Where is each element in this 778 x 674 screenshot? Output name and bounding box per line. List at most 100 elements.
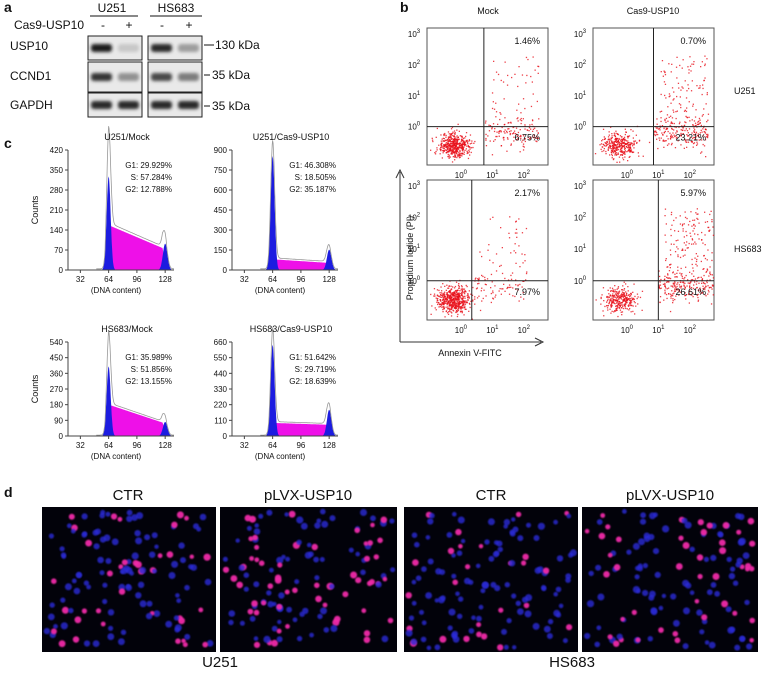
event-dot [680,144,682,146]
event-dot [633,283,635,285]
event-dot [662,139,665,141]
nucleus [135,537,143,545]
event-dot [618,144,621,146]
event-dot [496,135,498,138]
event-dot [611,135,613,137]
g1-peak [263,156,282,270]
event-dot [445,302,447,304]
event-dot [451,161,454,163]
event-dot [704,77,706,79]
event-dot [698,276,700,279]
event-dot [693,127,695,129]
event-dot [688,128,691,130]
event-dot [608,303,610,305]
nucleus [277,619,282,625]
event-dot [440,286,442,288]
event-dot [454,285,457,288]
event-dot [500,293,502,295]
event-dot [628,309,630,311]
event-dot [641,290,644,292]
event-dot [663,146,665,148]
event-dot [636,141,638,144]
nucleus [421,620,427,626]
event-dot [508,284,511,286]
plot-title: U251/Mock [104,132,150,142]
event-dot [623,293,625,295]
event-dot [614,135,617,138]
event-dot [462,150,464,152]
nucleus [85,539,92,547]
event-dot [675,240,677,242]
event-dot [679,272,681,274]
event-dot [474,298,476,300]
nucleus [72,636,80,643]
nucleus [313,556,319,563]
event-dot [463,296,465,298]
event-dot [600,303,602,305]
event-dot [686,285,688,287]
event-dot [693,223,695,226]
event-dot [660,110,663,112]
event-dot [625,293,628,295]
event-dot [624,139,627,141]
event-dot [615,297,618,299]
event-dot [668,293,670,295]
event-dot [611,297,613,299]
event-dot [470,151,472,154]
protein-label: USP10 [10,39,48,53]
event-dot [667,274,669,276]
nucleus [490,581,497,588]
event-dot [512,295,514,297]
nucleus [253,528,261,535]
event-dot [617,301,619,303]
event-dot [630,149,633,151]
event-dot [624,147,626,150]
event-dot [704,211,706,213]
event-dot [625,301,627,304]
event-dot [509,133,511,136]
event-dot [670,285,672,287]
event-dot [600,297,602,300]
event-dot [687,141,690,143]
event-dot [521,286,523,288]
event-dot [479,309,482,312]
event-dot [696,294,698,297]
tick-base: 10 [574,30,583,39]
event-dot [683,284,685,286]
nucleus [452,511,457,517]
nucleus [727,626,735,634]
nucleus [74,616,82,624]
quadrant-percent: 7.97% [514,287,540,297]
nucleus [174,627,180,633]
nucleus [738,513,745,520]
event-dot [690,90,693,92]
event-dot [692,137,694,139]
event-dot [703,287,705,289]
event-dot [532,120,534,122]
event-dot [460,292,462,295]
event-dot [510,144,512,146]
tick-exponent: 0 [417,122,421,128]
event-dot [629,145,631,147]
tick-exponent: 1 [661,325,665,331]
tick-exponent: 3 [583,181,587,187]
event-dot [453,295,455,297]
event-dot [510,121,512,123]
nucleus [105,511,111,517]
event-dot [617,143,619,146]
nucleus [681,517,688,524]
event-dot [520,112,522,114]
event-dot [710,286,712,289]
event-dot [681,281,683,283]
event-dot [668,270,671,272]
event-dot [447,287,449,289]
event-dot [627,137,629,139]
event-dot [663,81,666,83]
event-dot [617,148,620,151]
nucleus [284,512,289,517]
event-dot [610,305,612,308]
nucleus [355,551,361,557]
nucleus [151,532,158,539]
event-dot [609,146,611,148]
event-dot [663,70,665,72]
